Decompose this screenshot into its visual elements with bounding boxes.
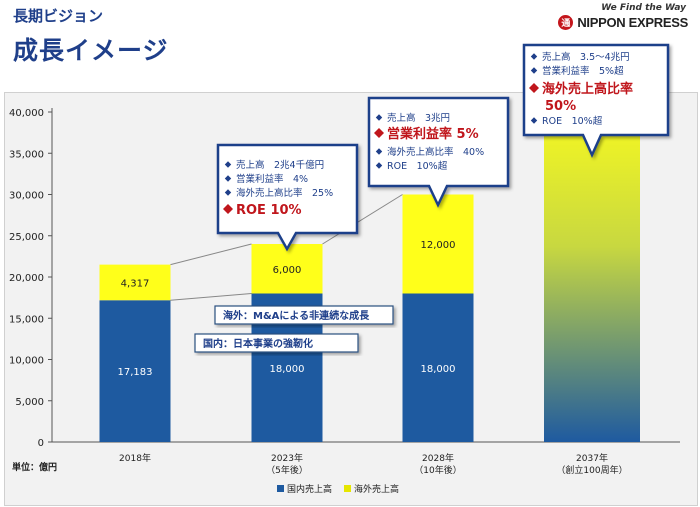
diamond-bullet-icon [375, 114, 383, 121]
trend-line [322, 194, 403, 245]
callout-1-box [367, 96, 510, 208]
legend-label-overseas: 海外売上高 [354, 483, 399, 495]
data-label-domestic: 17,183 [118, 367, 153, 378]
trend-line [170, 243, 252, 266]
callout-2-item: 営業利益率 5%超 [542, 65, 624, 77]
y-tick-label: 35,000 [9, 149, 44, 160]
diamond-bullet-icon [224, 189, 232, 196]
callout-0-item: 営業利益率 4% [236, 173, 308, 185]
slide-title: 成長イメージ [13, 36, 169, 65]
callout-2-item: 50% [545, 99, 576, 114]
callout-0-box [216, 143, 359, 252]
x-category-label: 2018年 [119, 452, 151, 464]
diamond-bullet-icon [375, 148, 383, 155]
bar-domestic-2 [402, 293, 474, 442]
annotation-domestic-text: 国内：日本事業の強靭化 [203, 337, 313, 350]
annotation-overseas-text: 海外：M&Aによる非連続な成長 [223, 309, 370, 322]
callout-2-item: 売上高 3.5～4兆円 [542, 51, 630, 63]
legend-label-domestic: 国内売上高 [287, 483, 332, 495]
callout-0-item: 海外売上高比率 25% [236, 187, 333, 199]
legend-swatch-domestic [277, 485, 284, 492]
x-category-sublabel: （5年後） [266, 464, 308, 476]
diamond-bullet-icon [374, 128, 384, 138]
diamond-bullet-icon [529, 83, 539, 93]
y-tick-label: 20,000 [9, 273, 44, 284]
y-tick-label: 15,000 [9, 314, 44, 325]
data-label-overseas: 4,317 [121, 278, 150, 289]
data-label-overseas: 6,000 [273, 265, 302, 276]
callout-1-item: 海外売上高比率 40% [387, 146, 484, 158]
data-label-overseas: 12,000 [421, 240, 456, 251]
legend-swatch-overseas [344, 485, 351, 492]
unit-label: 単位：億円 [12, 461, 57, 473]
diamond-bullet-icon [223, 204, 233, 214]
diamond-bullet-icon [224, 161, 232, 168]
diamond-bullet-icon [224, 175, 232, 182]
y-tick-label: 5,000 [15, 397, 44, 408]
x-category-sublabel: （10年後） [414, 464, 461, 476]
diamond-bullet-icon [375, 162, 383, 169]
callout-1-item: 営業利益率 5% [387, 126, 479, 142]
trend-line [170, 293, 252, 301]
x-category-sublabel: （創立100周年） [556, 464, 627, 476]
data-label-domestic: 18,000 [421, 364, 456, 375]
callout-1-item: ROE 10%超 [387, 160, 448, 172]
callout-1-item: 売上高 3兆円 [387, 112, 450, 124]
brand-tagline: We Find the Way [601, 3, 686, 13]
bar-overseas-1 [251, 244, 323, 294]
callout-2-box [522, 43, 670, 159]
data-label-domestic: 18,000 [270, 364, 305, 375]
diamond-bullet-icon [530, 117, 538, 124]
brand-logo: 通 NIPPON EXPRESS [558, 15, 688, 30]
logo-mark-icon: 通 [558, 15, 574, 30]
y-tick-label: 40,000 [9, 108, 44, 119]
y-tick-label: 0 [38, 438, 44, 449]
diamond-bullet-icon [530, 67, 538, 74]
callout-0-item: ROE 10% [236, 203, 302, 218]
annotation-domestic-box [194, 333, 359, 353]
bar-overseas-2 [402, 194, 474, 294]
bar-overseas-0 [99, 264, 171, 301]
x-category-label: 2037年 [576, 452, 608, 464]
x-category-label: 2023年 [271, 452, 303, 464]
y-tick-label: 30,000 [9, 191, 44, 202]
callout-2-item: ROE 10%超 [542, 115, 603, 127]
diamond-bullet-icon [530, 53, 538, 60]
slide-subtitle: 長期ビジョン [13, 7, 104, 25]
bar-domestic-0 [99, 300, 171, 442]
callout-0-item: 売上高 2兆4千億円 [236, 159, 324, 171]
brand-name: NIPPON EXPRESS [577, 15, 688, 30]
annotation-overseas-box [214, 305, 394, 325]
y-tick-label: 10,000 [9, 356, 44, 367]
y-tick-label: 25,000 [9, 232, 44, 243]
callout-2-item: 海外売上高比率 [542, 81, 633, 97]
x-category-label: 2028年 [422, 452, 454, 464]
